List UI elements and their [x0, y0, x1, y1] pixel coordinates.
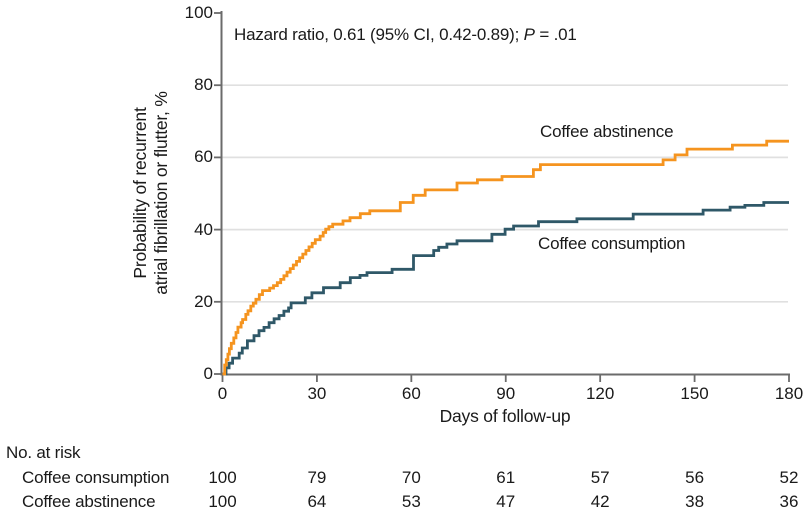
risk-count: 64: [307, 492, 327, 511]
x-tick-label-90: 90: [496, 384, 516, 403]
risk-count: 70: [401, 468, 421, 487]
y-axis-title-line2: atrial fibrillation or flutter, %: [151, 91, 171, 295]
risk-count: 47: [496, 492, 516, 511]
y-tick-label-80: 80: [194, 75, 213, 95]
y-axis-title: Probability of recurrent atrial fibrilla…: [130, 10, 174, 376]
hazard-ratio-annotation: Hazard ratio, 0.61 (95% CI, 0.42-0.89); …: [234, 25, 577, 45]
x-tick-label-60: 60: [401, 384, 421, 403]
y-tick-label-60: 60: [194, 147, 213, 167]
risk-count: 38: [685, 492, 705, 511]
y-axis-title-line1: Probability of recurrent: [130, 107, 150, 279]
x-tick-label-0: 0: [217, 384, 228, 403]
p-value-text: = .01: [534, 25, 577, 44]
x-tick-label-120: 120: [585, 384, 615, 403]
curve-label-consumption: Coffee consumption: [538, 234, 686, 253]
risk-count: 56: [685, 468, 705, 487]
risk-row-label-abstinence: Coffee abstinence: [22, 492, 156, 511]
y-tick-label-20: 20: [194, 291, 213, 311]
risk-count: 79: [307, 468, 327, 487]
hazard-ratio-text: Hazard ratio, 0.61 (95% CI, 0.42-0.89);: [234, 25, 524, 44]
risk-row-label-consumption: Coffee consumption: [22, 468, 170, 487]
x-tick-label-180: 180: [774, 384, 804, 403]
risk-count: 42: [590, 492, 610, 511]
x-axis-title: Days of follow-up: [439, 406, 571, 426]
risk-count: 100: [208, 468, 237, 487]
risk-count: 100: [208, 492, 237, 511]
x-tick-label-150: 150: [680, 384, 709, 403]
curve-label-abstinence: Coffee abstinence: [540, 122, 674, 141]
risk-count: 53: [401, 492, 421, 511]
p-value-symbol: P: [523, 25, 535, 44]
risk-count: 36: [779, 492, 799, 511]
curve-coffee-consumption: [222, 201, 789, 376]
y-tick-label-0: 0: [203, 364, 213, 383]
x-tick-label-30: 30: [307, 384, 327, 403]
risk-count: 57: [590, 468, 610, 487]
curve-coffee-abstinence: [222, 139, 789, 376]
risk-count: 61: [496, 468, 516, 487]
y-tick-label-40: 40: [194, 219, 213, 239]
y-tick-label-100: 100: [184, 3, 213, 22]
risk-count: 52: [779, 468, 799, 487]
risk-table-title: No. at risk: [6, 443, 81, 462]
